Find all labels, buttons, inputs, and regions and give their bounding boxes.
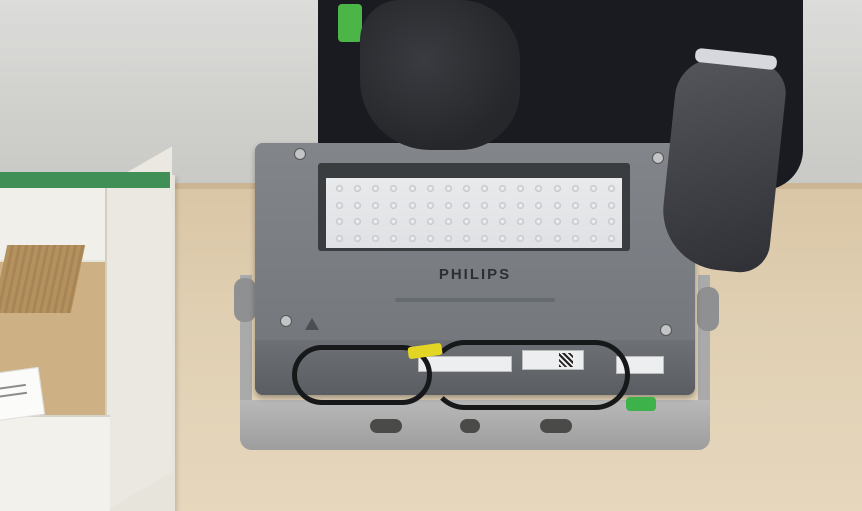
led-chip xyxy=(553,218,561,226)
led-chip xyxy=(336,235,343,242)
led-chip xyxy=(481,185,489,192)
led-chip xyxy=(517,235,525,242)
led-chip xyxy=(608,201,615,209)
bracket-round-hole xyxy=(460,419,480,433)
led-chip xyxy=(481,218,489,226)
bracket-slot-hole xyxy=(540,419,572,433)
led-chip xyxy=(608,185,615,192)
led-chip xyxy=(426,185,434,192)
product-subtext-line xyxy=(395,298,555,302)
led-chip xyxy=(444,218,452,226)
led-chip xyxy=(372,185,380,192)
led-chip xyxy=(354,201,362,209)
led-chip xyxy=(336,201,343,209)
led-chip xyxy=(608,235,615,242)
green-belt-clip xyxy=(338,4,362,42)
led-chip xyxy=(372,235,380,242)
led-chip xyxy=(517,201,525,209)
right-gloved-hand xyxy=(657,54,789,276)
led-chip xyxy=(354,235,362,242)
screw-icon xyxy=(294,148,306,160)
led-chip xyxy=(589,185,597,192)
led-chip xyxy=(444,185,452,192)
led-chip xyxy=(390,218,398,226)
led-chip xyxy=(517,218,525,226)
warning-triangle-icon xyxy=(305,318,319,330)
power-cable xyxy=(430,340,630,410)
box-side-flap xyxy=(105,146,172,511)
led-chip xyxy=(372,218,380,226)
led-chip xyxy=(589,201,597,209)
led-chip xyxy=(408,218,416,226)
led-chip xyxy=(336,185,343,192)
screw-icon xyxy=(652,152,664,164)
led-chip xyxy=(553,235,561,242)
led-chip xyxy=(336,218,343,226)
bracket-knob-left xyxy=(234,278,256,322)
led-chip xyxy=(571,185,579,192)
led-chip xyxy=(589,218,597,226)
led-chip xyxy=(462,201,470,209)
led-chip xyxy=(535,185,543,192)
bracket-knob-right xyxy=(697,287,719,331)
bracket-slot-hole xyxy=(370,419,402,433)
screw-icon xyxy=(660,324,672,336)
led-chip xyxy=(426,218,434,226)
led-chip xyxy=(499,235,507,242)
led-chip xyxy=(390,201,398,209)
brand-logo-text: PHILIPS xyxy=(438,266,512,283)
led-chip xyxy=(426,201,434,209)
box-green-rim xyxy=(0,172,170,188)
led-chip xyxy=(535,235,543,242)
led-chip xyxy=(517,185,525,192)
led-chip xyxy=(372,201,380,209)
led-chip xyxy=(444,201,452,209)
led-chip xyxy=(535,218,543,226)
led-chip xyxy=(408,185,416,192)
led-chip xyxy=(589,235,597,242)
left-gloved-hand xyxy=(360,0,520,150)
led-chip xyxy=(462,235,470,242)
led-chip xyxy=(481,201,489,209)
box-front-panel xyxy=(0,415,110,511)
led-chip xyxy=(390,185,398,192)
power-cable xyxy=(292,345,432,405)
corrugated-insert xyxy=(0,245,86,313)
led-chip xyxy=(354,218,362,226)
led-chip xyxy=(553,185,561,192)
qr-code-icon xyxy=(559,353,573,367)
instruction-leaflet xyxy=(0,366,46,422)
led-array xyxy=(326,178,622,248)
led-chip xyxy=(608,218,615,226)
led-chip xyxy=(462,218,470,226)
led-chip xyxy=(571,218,579,226)
led-chip xyxy=(535,201,543,209)
led-chip xyxy=(462,185,470,192)
led-chip xyxy=(481,235,489,242)
led-chip xyxy=(354,185,362,192)
led-chip xyxy=(444,235,452,242)
led-chip xyxy=(408,201,416,209)
green-connector xyxy=(626,397,656,411)
led-chip xyxy=(499,201,507,209)
led-chip xyxy=(390,235,398,242)
led-chip xyxy=(571,235,579,242)
qr-label xyxy=(522,350,584,370)
screw-icon xyxy=(280,315,292,327)
led-chip xyxy=(499,218,507,226)
led-chip xyxy=(426,235,434,242)
led-chip xyxy=(571,201,579,209)
led-chip xyxy=(408,235,416,242)
led-chip xyxy=(553,201,561,209)
led-chip xyxy=(499,185,507,192)
